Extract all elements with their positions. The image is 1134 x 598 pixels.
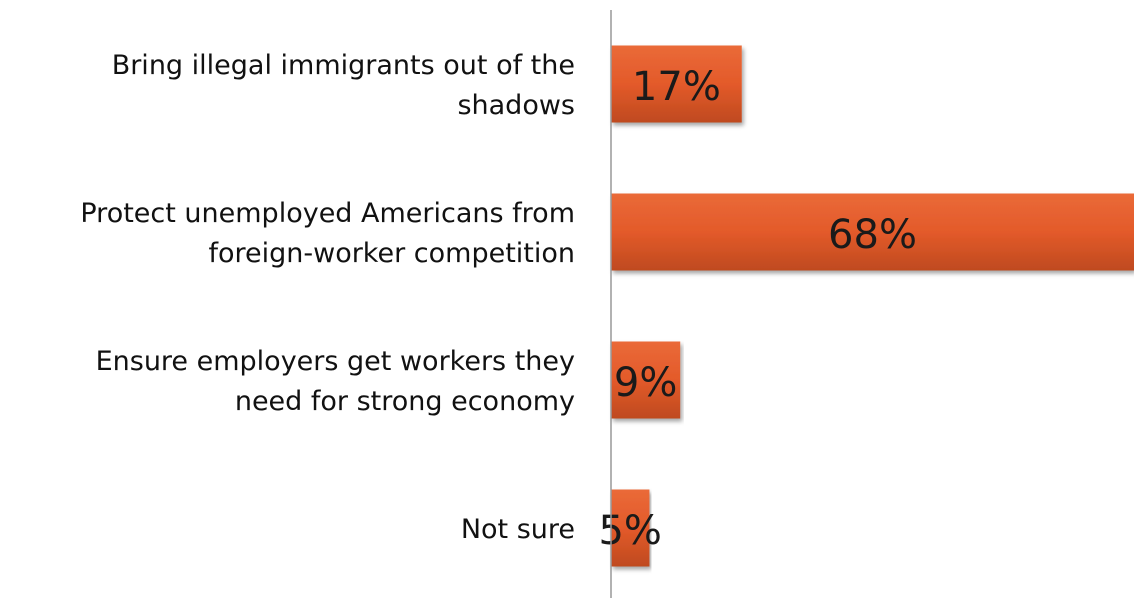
value-label: 68% (828, 212, 917, 258)
bar (611, 341, 681, 419)
category-label: Protect unemployed Americans from foreign… (80, 198, 575, 269)
value-label: 5% (598, 508, 661, 554)
category-label: Ensure employers get workers they need fo… (96, 346, 575, 417)
bar (611, 45, 742, 123)
bar (611, 193, 1134, 271)
category-label: Not sure (461, 514, 575, 545)
value-label: 9% (614, 360, 677, 406)
category-label: Bring illegal immigrants out of the shado… (112, 50, 575, 121)
value-label: 17% (632, 64, 721, 110)
bar (611, 489, 650, 567)
